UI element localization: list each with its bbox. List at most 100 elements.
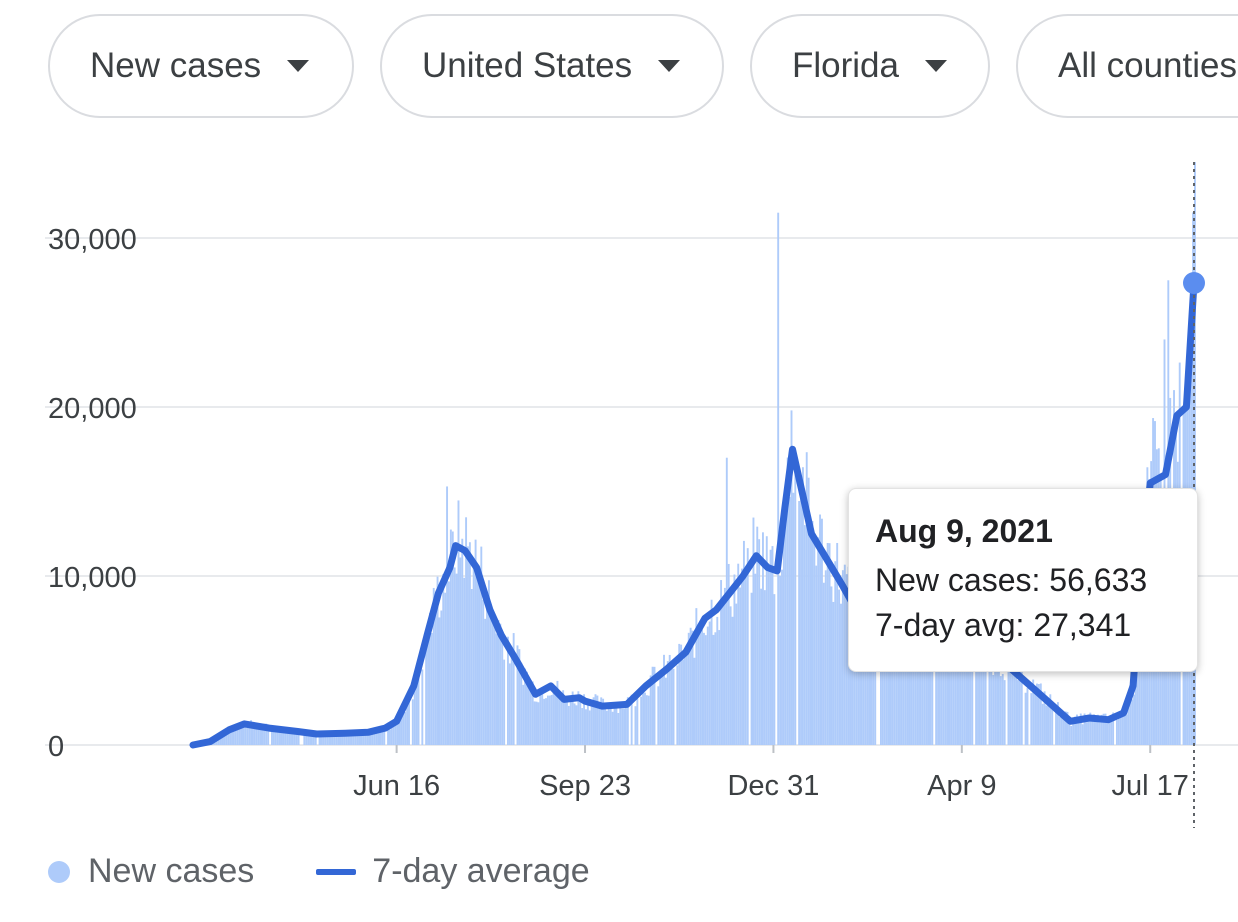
new-cases-bar xyxy=(333,735,336,745)
new-cases-bar xyxy=(1194,162,1196,745)
new-cases-bar xyxy=(1037,684,1040,745)
new-cases-bar xyxy=(815,565,818,745)
new-cases-legend-label: New cases xyxy=(88,852,255,890)
new-cases-bar xyxy=(508,663,511,745)
new-cases-bar xyxy=(794,463,797,745)
new-cases-bar xyxy=(623,708,625,745)
new-cases-bar xyxy=(309,733,311,745)
new-cases-bar xyxy=(811,520,814,745)
new-cases-bar xyxy=(526,671,528,745)
new-cases-bar xyxy=(1129,685,1132,745)
new-cases-bar xyxy=(1045,705,1048,745)
new-cases-bar xyxy=(1125,714,1128,745)
new-cases-bar xyxy=(843,564,846,745)
new-cases-bar xyxy=(381,727,384,745)
new-cases-bar xyxy=(990,648,993,745)
new-cases-bar xyxy=(248,722,251,745)
new-cases-bar xyxy=(330,732,332,745)
new-cases-bar xyxy=(621,708,624,745)
new-cases-bar xyxy=(902,668,905,745)
new-cases-bar xyxy=(527,684,530,745)
new-cases-bar xyxy=(474,539,477,745)
new-cases-bar xyxy=(771,546,774,745)
new-cases-bar xyxy=(507,636,509,745)
new-cases-bar xyxy=(592,697,595,745)
new-cases-bar xyxy=(845,574,848,745)
new-cases-bar xyxy=(1047,699,1050,745)
new-cases-bar xyxy=(647,695,650,745)
state-dropdown[interactable]: Florida xyxy=(750,14,990,118)
new-cases-bar xyxy=(1032,679,1035,745)
new-cases-bar xyxy=(1076,714,1078,745)
new-cases-bar xyxy=(1024,692,1027,745)
new-cases-bar xyxy=(389,729,391,745)
new-cases-bar xyxy=(798,501,801,745)
county-dropdown[interactable]: All counties xyxy=(1016,14,1238,118)
new-cases-bar xyxy=(387,722,390,745)
new-cases-bar xyxy=(1017,680,1019,745)
new-cases-bar xyxy=(577,691,580,745)
new-cases-bar xyxy=(434,610,437,745)
new-cases-bar xyxy=(657,686,660,745)
new-cases-bar xyxy=(314,732,317,745)
new-cases-bar xyxy=(499,623,502,745)
new-cases-bar xyxy=(714,632,717,745)
new-cases-bar xyxy=(1131,699,1134,745)
new-cases-bar xyxy=(463,577,466,745)
x-tick-label: Sep 23 xyxy=(539,770,631,802)
new-cases-bar xyxy=(742,540,745,745)
new-cases-bar xyxy=(501,632,504,745)
seven-day-average-legend-label: 7-day average xyxy=(372,852,590,890)
new-cases-bar xyxy=(944,669,947,745)
new-cases-bar xyxy=(834,561,837,745)
new-cases-bar xyxy=(271,729,273,745)
new-cases-bar xyxy=(539,690,542,745)
county-dropdown-label: All counties xyxy=(1058,46,1237,85)
new-cases-bar xyxy=(695,608,698,745)
new-cases-bar xyxy=(487,580,490,745)
new-cases-bar xyxy=(644,692,646,745)
new-cases-bar xyxy=(497,620,500,745)
new-cases-bar xyxy=(556,680,559,745)
new-cases-bar xyxy=(1034,691,1037,745)
new-cases-bar xyxy=(708,621,711,745)
new-cases-bar xyxy=(303,731,306,745)
new-cases-bar xyxy=(223,734,226,745)
new-cases-bar xyxy=(897,656,900,745)
country-dropdown[interactable]: United States xyxy=(380,14,724,118)
new-cases-bar xyxy=(377,729,380,745)
new-cases-bar xyxy=(229,731,232,745)
new-cases-bar xyxy=(762,532,764,745)
metric-dropdown[interactable]: New cases xyxy=(48,14,354,118)
new-cases-bar xyxy=(838,589,841,745)
new-cases-bar xyxy=(864,621,867,745)
new-cases-bar xyxy=(516,645,519,745)
new-cases-bar xyxy=(821,518,823,745)
new-cases-bar xyxy=(1064,711,1067,745)
new-cases-bar xyxy=(446,486,449,745)
new-cases-bar xyxy=(604,707,606,745)
new-cases-bar xyxy=(411,699,414,745)
new-cases-bar xyxy=(448,581,450,745)
new-cases-bar xyxy=(683,649,686,745)
new-cases-bar xyxy=(567,705,570,745)
new-cases-bar xyxy=(231,729,233,745)
new-cases-bar xyxy=(328,734,331,745)
new-cases-bar xyxy=(1003,680,1006,745)
new-cases-bar xyxy=(476,567,479,745)
new-cases-bar xyxy=(225,732,228,745)
new-cases-bar xyxy=(830,586,833,745)
new-cases-bar xyxy=(731,616,734,745)
new-cases-bar xyxy=(779,575,782,745)
new-cases-bar xyxy=(428,612,431,745)
new-cases-bar xyxy=(442,574,445,745)
new-cases-bar xyxy=(236,726,239,745)
new-cases-bar xyxy=(238,724,241,745)
new-cases-bar xyxy=(548,695,551,745)
new-cases-bar xyxy=(963,656,966,745)
chart-legend: New cases 7-day average xyxy=(48,852,590,891)
new-cases-bar xyxy=(274,727,277,745)
new-cases-bar xyxy=(373,728,376,745)
new-cases-bar xyxy=(1049,694,1052,745)
new-cases-bar xyxy=(1123,707,1126,745)
